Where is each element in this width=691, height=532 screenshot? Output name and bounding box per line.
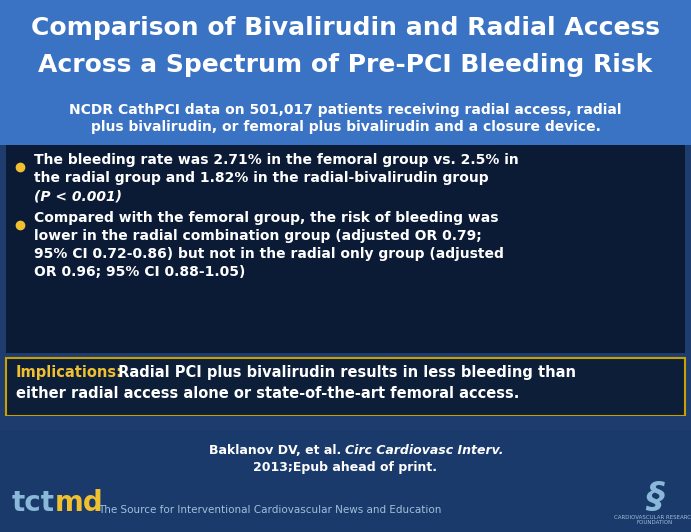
Text: §: § [646,480,664,514]
Bar [0,430,691,532]
Text: The Source for Interventional Cardiovascular News and Education: The Source for Interventional Cardiovasc… [98,505,442,515]
Text: (P < 0.001): (P < 0.001) [34,189,122,203]
Text: 95% CI 0.72-0.86) but not in the radial only group (adjusted: 95% CI 0.72-0.86) but not in the radial … [34,247,504,261]
Text: Comparison of Bivalirudin and Radial Access: Comparison of Bivalirudin and Radial Acc… [31,16,660,40]
Text: Across a Spectrum of Pre-PCI Bleeding Risk: Across a Spectrum of Pre-PCI Bleeding Ri… [39,53,652,77]
Text: The bleeding rate was 2.71% in the femoral group vs. 2.5% in: The bleeding rate was 2.71% in the femor… [34,153,519,167]
Text: lower in the radial combination group (adjusted OR 0.79;: lower in the radial combination group (a… [34,229,482,243]
Text: the radial group and 1.82% in the radial-bivalirudin group: the radial group and 1.82% in the radial… [34,171,489,185]
Text: CARDIOVASCULAR RESEARCH
FOUNDATION: CARDIOVASCULAR RESEARCH FOUNDATION [614,514,691,526]
Text: md: md [55,489,104,517]
Text: Baklanov DV, et al.: Baklanov DV, et al. [209,444,346,456]
Bar [6,145,685,353]
Text: tct: tct [12,489,55,517]
Bar [0,416,691,430]
Text: Compared with the femoral group, the risk of bleeding was: Compared with the femoral group, the ris… [34,211,498,225]
Bar [0,100,691,145]
Text: Circ Cardiovasc Interv.: Circ Cardiovasc Interv. [346,444,504,456]
Text: Implications:: Implications: [16,364,123,379]
Text: 2013;Epub ahead of print.: 2013;Epub ahead of print. [254,461,437,475]
Text: plus bivalirudin, or femoral plus bivalirudin and a closure device.: plus bivalirudin, or femoral plus bivali… [91,120,600,134]
Bar [0,0,691,100]
Text: either radial access alone or state-of-the-art femoral access.: either radial access alone or state-of-t… [16,386,520,401]
Text: NCDR CathPCI data on 501,017 patients receiving radial access, radial: NCDR CathPCI data on 501,017 patients re… [69,103,622,117]
Bar [6,358,685,416]
Text: Radial PCI plus bivalirudin results in less bleeding than: Radial PCI plus bivalirudin results in l… [113,364,576,379]
Text: OR 0.96; 95% CI 0.88-1.05): OR 0.96; 95% CI 0.88-1.05) [34,265,245,279]
